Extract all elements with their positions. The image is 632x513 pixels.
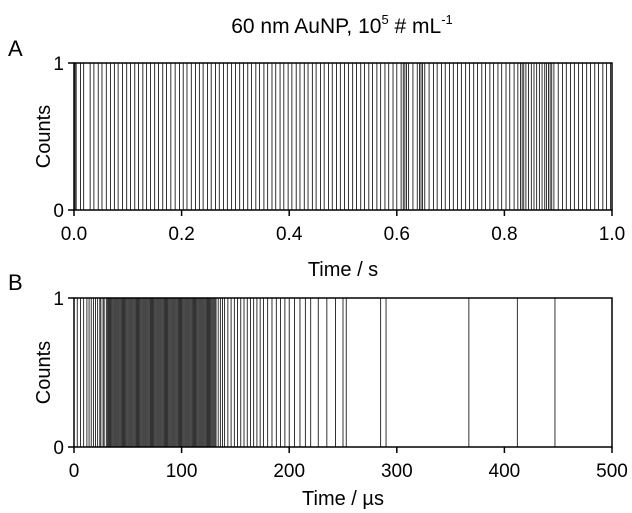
y-axis-label: Counts — [33, 341, 55, 404]
panel-label-b: B — [8, 270, 23, 295]
x-tick-label: 0.0 — [61, 224, 87, 245]
y-tick-label: 1 — [53, 289, 64, 310]
title-exponent-2: -1 — [441, 12, 453, 27]
x-axis-label: Time / µs — [302, 488, 384, 510]
x-tick-label: 300 — [381, 461, 413, 482]
title-middle: # mL — [389, 15, 442, 38]
x-tick-label: 0.8 — [491, 224, 517, 245]
x-tick-label: 400 — [489, 461, 521, 482]
y-tick-label: 1 — [53, 54, 64, 75]
title-exponent-1: 5 — [381, 12, 388, 27]
panel-b: 0 100 200 300 400 500 0 1 Time / µs Counts B — [8, 270, 628, 510]
x-tick-label: 0.6 — [384, 224, 410, 245]
x-tick-label: 0 — [69, 461, 80, 482]
plot-frame — [73, 62, 613, 211]
panel-a: 0.0 0.2 0.4 0.6 0.8 1.0 0 1 Time / s Counts A — [8, 36, 625, 281]
x-tick-label: 100 — [166, 461, 198, 482]
x-tick-label: 1.0 — [599, 224, 625, 245]
y-axis-label: Counts — [33, 105, 55, 168]
x-tick-label: 200 — [273, 461, 305, 482]
x-tick-label: 500 — [596, 461, 628, 482]
x-axis-label: Time / s — [308, 259, 378, 281]
title-main: 60 nm AuNP, 10 — [231, 15, 381, 38]
x-tick-label: 0.4 — [276, 224, 303, 245]
panel-label-a: A — [8, 36, 23, 61]
x-tick-label: 0.2 — [168, 224, 194, 245]
plot-frame — [73, 297, 613, 448]
figure-title: 60 nm AuNP, 105 # mL-1 — [231, 12, 453, 38]
y-tick-label: 0 — [53, 201, 64, 222]
y-tick-label: 0 — [53, 438, 64, 459]
